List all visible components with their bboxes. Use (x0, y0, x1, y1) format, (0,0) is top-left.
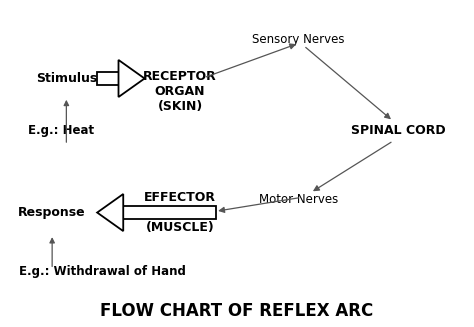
Text: Sensory Nerves: Sensory Nerves (252, 33, 345, 46)
Polygon shape (123, 206, 216, 219)
Text: SPINAL CORD: SPINAL CORD (351, 124, 446, 137)
Polygon shape (97, 194, 123, 231)
Text: Response: Response (18, 206, 86, 219)
Text: Stimulus: Stimulus (36, 72, 97, 85)
Text: RECEPTOR
ORGAN
(SKIN): RECEPTOR ORGAN (SKIN) (143, 70, 217, 113)
Polygon shape (118, 60, 145, 97)
Text: Motor Nerves: Motor Nerves (259, 193, 338, 206)
Text: E.g.: Withdrawal of Hand: E.g.: Withdrawal of Hand (19, 265, 186, 278)
Polygon shape (97, 72, 118, 85)
Text: E.g.: Heat: E.g.: Heat (28, 124, 95, 137)
Text: FLOW CHART OF REFLEX ARC: FLOW CHART OF REFLEX ARC (100, 301, 374, 320)
Text: EFFECTOR
ORGAN
(MUSCLE): EFFECTOR ORGAN (MUSCLE) (144, 191, 216, 234)
